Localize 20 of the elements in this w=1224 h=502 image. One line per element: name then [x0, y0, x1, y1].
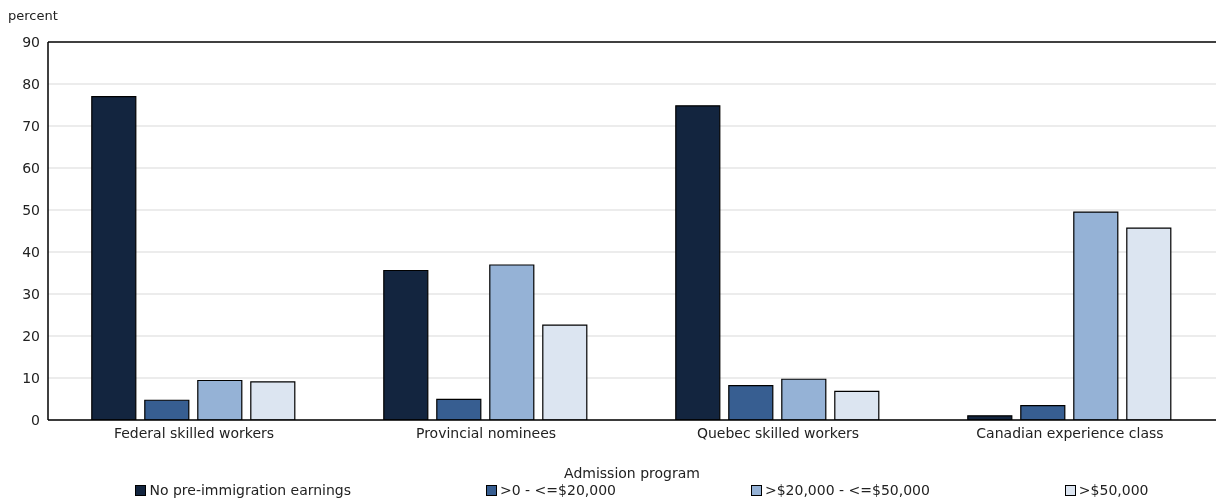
y-tick-label: 70 — [22, 117, 40, 134]
legend-label: No pre-immigration earnings — [148, 482, 352, 498]
x-tick-label: Canadian experience class — [976, 424, 1164, 441]
y-tick-label: 20 — [22, 327, 40, 344]
x-tick-label: Federal skilled workers — [113, 424, 275, 441]
y-tick-label: 90 — [22, 33, 40, 50]
x-tick-label: Quebec skilled workers — [696, 424, 860, 441]
y-tick-label: 50 — [22, 201, 40, 218]
y-tick-label: 30 — [22, 285, 40, 302]
x-tick-label: Provincial nominees — [415, 424, 557, 441]
y-tick-label: 40 — [22, 243, 40, 260]
y-tick-label: 80 — [22, 75, 40, 92]
y-tick-label: 10 — [22, 369, 40, 386]
legend-label: >$20,000 - <=$50,000 — [763, 482, 930, 498]
legend-label: >0 - <=$20,000 — [499, 482, 616, 498]
legend-label: >$50,000 — [1077, 482, 1149, 498]
y-tick-label: 60 — [22, 159, 40, 176]
x-axis-title: Admission program — [564, 465, 700, 481]
y-tick-label: 0 — [31, 411, 40, 428]
y-axis-title: percent — [8, 8, 58, 23]
